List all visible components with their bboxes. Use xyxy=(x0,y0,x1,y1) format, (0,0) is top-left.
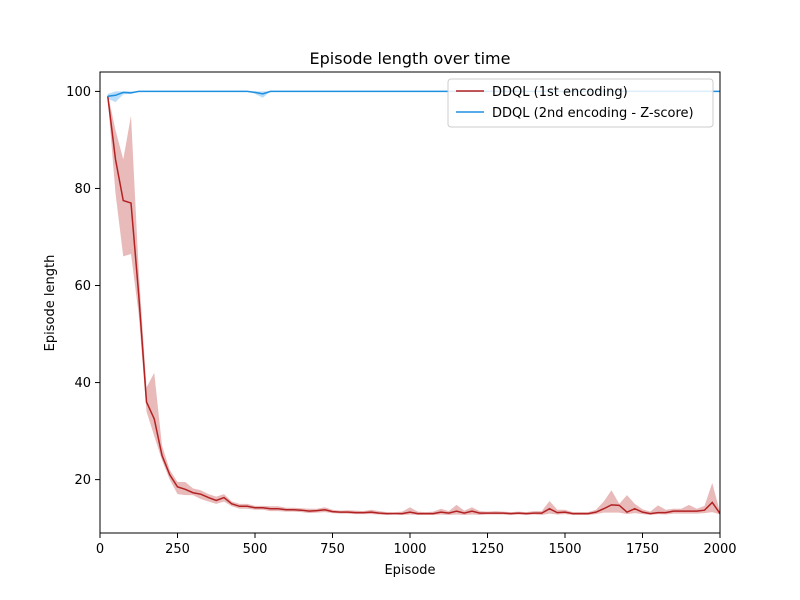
x-tick-label: 1500 xyxy=(548,542,581,557)
y-tick-label: 60 xyxy=(74,279,91,294)
x-tick-label: 1000 xyxy=(393,542,426,557)
legend-box xyxy=(447,78,714,128)
x-tick-label: 500 xyxy=(243,542,268,557)
chart-title: Episode length over time xyxy=(310,49,511,68)
x-axis: 0 250 500 750 1000 1250 1500 1750 2000 xyxy=(96,533,737,557)
legend: DDQL (1st encoding) DDQL (2nd encoding -… xyxy=(447,78,714,128)
series-1-band xyxy=(107,93,720,516)
legend-label-series-1: DDQL (1st encoding) xyxy=(492,85,628,100)
y-tick-label: 20 xyxy=(74,473,91,488)
y-axis-title: Episode length xyxy=(43,255,58,352)
y-tick-label: 80 xyxy=(74,182,91,197)
plot-frame xyxy=(99,71,721,534)
plot-area xyxy=(107,90,721,516)
y-tick-label: 100 xyxy=(66,85,91,100)
x-tick-label: 750 xyxy=(320,542,345,557)
x-axis-title: Episode xyxy=(384,563,435,578)
series-1-line xyxy=(107,96,721,515)
x-tick-label: 1250 xyxy=(471,542,504,557)
y-tick-label: 40 xyxy=(74,376,91,391)
x-tick-label: 2000 xyxy=(703,542,736,557)
y-axis: 20 40 60 80 100 xyxy=(66,85,100,488)
legend-label-series-2: DDQL (2nd encoding - Z-score) xyxy=(492,106,694,121)
x-tick-label: 250 xyxy=(165,542,190,557)
x-tick-label: 0 xyxy=(96,542,104,557)
x-tick-label: 1750 xyxy=(626,542,659,557)
